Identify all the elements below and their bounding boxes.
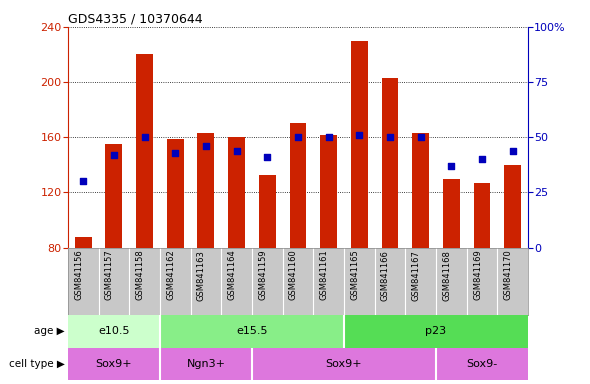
Point xyxy=(416,134,425,141)
Bar xyxy=(160,315,344,348)
Text: GSM841170: GSM841170 xyxy=(504,250,513,300)
Point xyxy=(140,134,149,141)
Bar xyxy=(228,137,245,248)
Text: GSM841162: GSM841162 xyxy=(166,250,175,300)
Point xyxy=(293,134,303,141)
Text: e15.5: e15.5 xyxy=(236,326,268,336)
Text: GSM841163: GSM841163 xyxy=(197,250,206,301)
Text: cell type ▶: cell type ▶ xyxy=(9,359,65,369)
Text: GSM841164: GSM841164 xyxy=(228,250,237,300)
Text: Ngn3+: Ngn3+ xyxy=(186,359,225,369)
Text: GSM841158: GSM841158 xyxy=(136,250,145,300)
Text: GSM841167: GSM841167 xyxy=(412,250,421,301)
Point xyxy=(171,150,180,156)
Point xyxy=(263,154,272,160)
Text: GSM841157: GSM841157 xyxy=(105,250,114,300)
Text: p23: p23 xyxy=(425,326,447,336)
Bar xyxy=(198,133,214,248)
Text: GSM841160: GSM841160 xyxy=(289,250,298,300)
Bar xyxy=(504,165,521,248)
Point xyxy=(447,163,456,169)
Point xyxy=(385,134,395,141)
Bar xyxy=(436,348,528,380)
Text: GSM841156: GSM841156 xyxy=(74,250,83,300)
Text: GSM841168: GSM841168 xyxy=(442,250,451,301)
Bar xyxy=(68,348,160,380)
Text: Sox9-: Sox9- xyxy=(467,359,497,369)
Bar xyxy=(259,175,276,248)
Bar xyxy=(75,237,91,248)
Text: GSM841159: GSM841159 xyxy=(258,250,267,300)
Bar xyxy=(412,133,429,248)
Bar xyxy=(344,315,528,348)
Bar xyxy=(167,139,183,248)
Point xyxy=(78,178,88,185)
Bar xyxy=(382,78,398,248)
Point xyxy=(232,147,241,154)
Bar xyxy=(160,348,252,380)
Point xyxy=(109,152,119,158)
Point xyxy=(355,132,364,138)
Bar xyxy=(474,183,490,248)
Bar xyxy=(68,315,160,348)
Bar xyxy=(443,179,460,248)
Bar xyxy=(290,124,306,248)
Point xyxy=(508,147,517,154)
Point xyxy=(201,143,211,149)
Text: GSM841166: GSM841166 xyxy=(381,250,390,301)
Bar xyxy=(320,134,337,248)
Bar xyxy=(252,348,436,380)
Point xyxy=(324,134,333,141)
Text: GSM841165: GSM841165 xyxy=(350,250,359,300)
Text: age ▶: age ▶ xyxy=(34,326,65,336)
Text: GSM841169: GSM841169 xyxy=(473,250,482,300)
Text: GDS4335 / 10370644: GDS4335 / 10370644 xyxy=(68,13,202,26)
Text: e10.5: e10.5 xyxy=(98,326,130,336)
Text: GSM841161: GSM841161 xyxy=(320,250,329,300)
Text: Sox9+: Sox9+ xyxy=(326,359,362,369)
Text: Sox9+: Sox9+ xyxy=(96,359,132,369)
Point xyxy=(477,156,487,162)
Bar xyxy=(351,41,368,248)
Bar xyxy=(136,55,153,248)
Bar xyxy=(106,144,122,248)
